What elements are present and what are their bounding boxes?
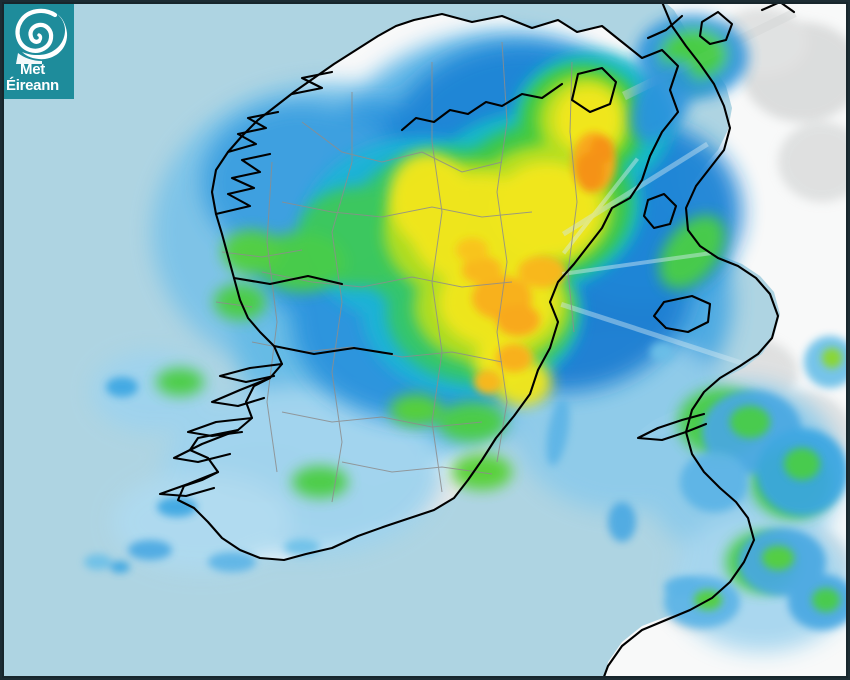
spiral-swirl-icon	[15, 8, 68, 64]
logo-wordmark: Met Éireann	[6, 62, 74, 94]
precip-north-band	[630, 15, 748, 143]
logo-line-1: Met	[20, 61, 45, 78]
precip-scattered-showers	[84, 377, 700, 597]
precip-orange-peaks	[456, 132, 616, 394]
logo-line-2: Éireann	[6, 77, 59, 94]
coastlines	[158, 2, 796, 678]
met-eireann-logo[interactable]: Met Éireann	[2, 2, 74, 99]
